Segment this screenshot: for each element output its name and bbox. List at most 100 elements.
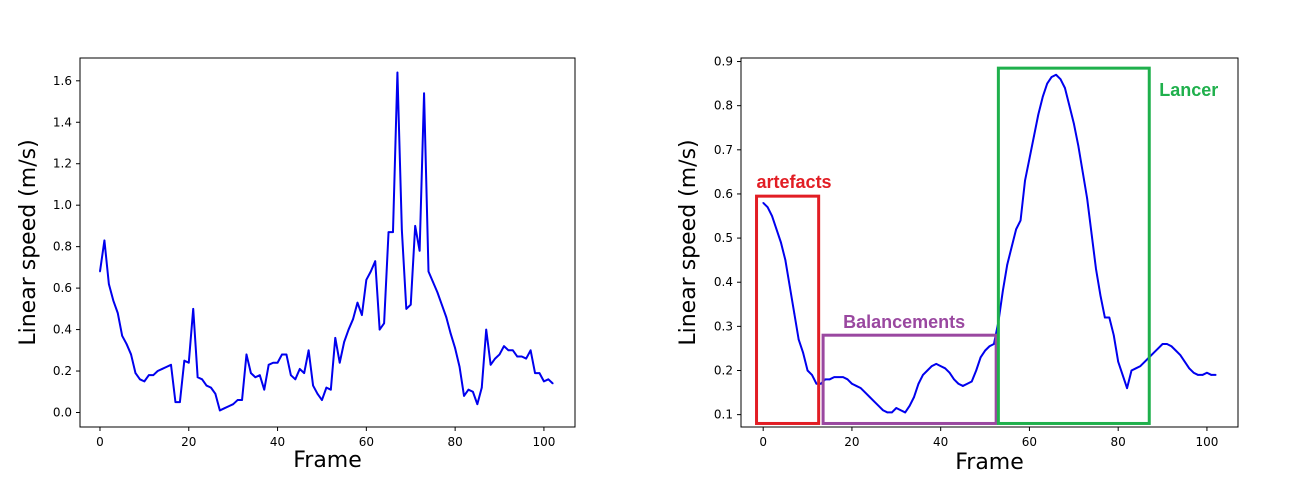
data-point bbox=[103, 239, 106, 242]
data-point bbox=[214, 393, 217, 395]
data-point bbox=[303, 372, 305, 374]
data-point bbox=[121, 334, 123, 337]
data-point bbox=[387, 231, 390, 233]
data-point bbox=[1112, 334, 1115, 336]
data-point bbox=[1161, 343, 1164, 345]
data-point bbox=[899, 409, 902, 412]
data-point bbox=[828, 378, 831, 381]
x-tick-label: 40 bbox=[933, 435, 948, 449]
data-point bbox=[1215, 374, 1217, 376]
data-point bbox=[1152, 352, 1155, 354]
x-tick-label: 100 bbox=[1195, 435, 1218, 449]
data-point bbox=[543, 380, 545, 383]
data-point bbox=[263, 388, 266, 391]
data-point bbox=[1166, 343, 1168, 345]
x-tick-label: 60 bbox=[1022, 435, 1037, 449]
right-chart: 0 20 40 60 80 100 0.1 0.2 0.3 0.4 0.5 0.6 0.7 0.8 0.9 F… bbox=[676, 55, 1239, 475]
y-tick-label: 0.8 bbox=[53, 240, 72, 254]
data-point bbox=[347, 328, 350, 331]
data-point bbox=[494, 357, 496, 360]
data-point bbox=[512, 349, 514, 352]
data-point bbox=[1157, 347, 1159, 350]
data-point bbox=[418, 249, 421, 252]
data-point bbox=[476, 403, 479, 406]
data-point bbox=[489, 364, 492, 366]
region-label-lancer: Lancer bbox=[1159, 80, 1218, 100]
data-point bbox=[467, 388, 470, 391]
data-point bbox=[134, 372, 137, 374]
data-point bbox=[1059, 78, 1062, 80]
data-point bbox=[245, 353, 248, 356]
y-axis-label: Linear speed (m/s) bbox=[676, 139, 701, 345]
data-point bbox=[1201, 374, 1204, 376]
data-point bbox=[1197, 374, 1199, 376]
x-tick-label: 40 bbox=[270, 435, 285, 449]
data-point bbox=[192, 308, 195, 310]
data-point bbox=[232, 403, 234, 406]
data-point bbox=[922, 374, 924, 376]
data-point bbox=[161, 368, 163, 370]
data-point bbox=[802, 352, 804, 354]
data-point bbox=[392, 231, 394, 233]
x-tick-label: 20 bbox=[844, 435, 859, 449]
data-point bbox=[529, 349, 532, 352]
data-point bbox=[116, 312, 119, 314]
data-point bbox=[868, 396, 871, 398]
x-tick-label: 80 bbox=[1111, 435, 1126, 449]
data-point bbox=[784, 259, 787, 261]
data-point bbox=[984, 349, 986, 352]
data-point bbox=[908, 405, 911, 407]
data-point bbox=[771, 215, 773, 217]
data-point bbox=[427, 270, 430, 273]
data-point bbox=[789, 285, 791, 288]
y-tick-label: 1.2 bbox=[53, 157, 72, 171]
data-point bbox=[1073, 122, 1075, 125]
data-point bbox=[1077, 144, 1080, 147]
data-point bbox=[259, 374, 261, 376]
data-point bbox=[931, 365, 933, 367]
data-point bbox=[552, 382, 554, 385]
data-point bbox=[378, 328, 381, 331]
data-point bbox=[1037, 113, 1040, 116]
data-point bbox=[1010, 246, 1013, 248]
data-point bbox=[815, 382, 818, 385]
data-point bbox=[873, 400, 875, 403]
y-tick-label: 1.6 bbox=[53, 74, 72, 88]
data-point bbox=[108, 283, 110, 285]
data-point bbox=[281, 353, 283, 356]
data-point bbox=[811, 374, 813, 376]
data-point bbox=[1170, 345, 1173, 348]
data-point bbox=[806, 369, 809, 372]
x-tick-label: 60 bbox=[359, 435, 374, 449]
data-point bbox=[1002, 290, 1004, 292]
data-point bbox=[824, 378, 827, 381]
region-box-lancer bbox=[996, 66, 1151, 425]
data-point bbox=[325, 386, 328, 389]
data-point bbox=[1015, 228, 1017, 231]
data-point bbox=[294, 378, 297, 381]
data-point bbox=[1095, 268, 1097, 270]
data-point bbox=[267, 364, 270, 366]
data-point bbox=[1179, 354, 1182, 356]
plot-area-frame bbox=[79, 57, 576, 428]
data-point bbox=[534, 372, 536, 374]
data-point bbox=[179, 401, 181, 403]
region-box-artefacts bbox=[755, 194, 821, 425]
data-point bbox=[369, 270, 372, 273]
data-point bbox=[775, 228, 778, 231]
data-point bbox=[405, 308, 408, 310]
data-point bbox=[1024, 179, 1026, 182]
data-point bbox=[338, 361, 341, 364]
data-point bbox=[525, 357, 527, 360]
data-point bbox=[1121, 374, 1124, 376]
y-tick-label: 0.7 bbox=[714, 143, 733, 157]
data-point bbox=[183, 359, 186, 362]
data-point bbox=[507, 349, 510, 352]
y-tick-label: 0.2 bbox=[714, 364, 733, 378]
data-point bbox=[820, 382, 822, 385]
data-point bbox=[152, 374, 155, 376]
x-axis-label: Frame bbox=[293, 448, 362, 473]
y-tick-label: 0.9 bbox=[714, 55, 733, 69]
data-point bbox=[99, 270, 101, 273]
data-point bbox=[1183, 360, 1186, 363]
